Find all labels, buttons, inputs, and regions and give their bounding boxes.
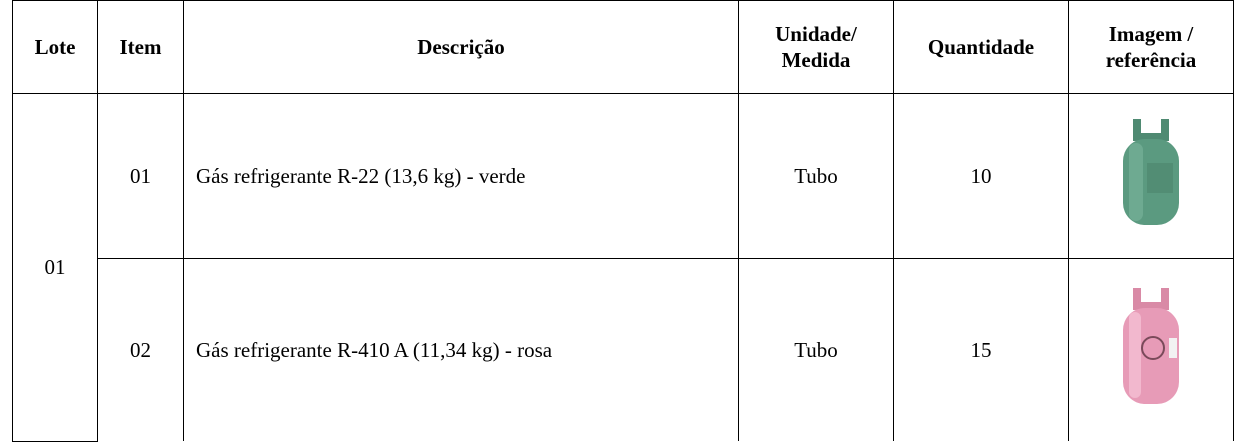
- header-cell: Quantidade: [893, 0, 1069, 94]
- item-cell: 01: [97, 93, 184, 259]
- items-table: Lote Item Descrição Unidade/ Medida Quan…: [12, 0, 1234, 442]
- description-cell: Gás refrigerante R-410 A (11,34 kg) - ro…: [183, 258, 739, 441]
- image-cell: [1068, 258, 1234, 441]
- header-cell: Item: [97, 0, 184, 94]
- unit-cell: Tubo: [738, 93, 894, 259]
- header-cell: Lote: [12, 0, 98, 94]
- green-cylinder: [1123, 119, 1179, 225]
- description-cell: Gás refrigerante R-22 (13,6 kg) - verde: [183, 93, 739, 259]
- header-cell: Imagem / referência: [1068, 0, 1234, 94]
- item-cell: 02: [97, 258, 184, 441]
- image-cell: [1068, 93, 1234, 259]
- header-cell: Descrição: [183, 0, 739, 94]
- lote-cell: 01: [12, 93, 98, 442]
- row: 02 Gás refrigerante R-410 A (11,34 kg) -…: [13, 258, 1234, 441]
- pink-cylinder: [1123, 288, 1179, 404]
- quantity-cell: 15: [893, 258, 1069, 441]
- header-cell: Unidade/ Medida: [738, 0, 894, 94]
- header-row: Lote Item Descrição Unidade/ Medida Quan…: [12, 0, 1234, 94]
- quantity-cell: 10: [893, 93, 1069, 259]
- row: 01 01 Gás refrigerante R-22 (13,6 kg) - …: [12, 93, 1234, 442]
- unit-cell: Tubo: [738, 258, 894, 441]
